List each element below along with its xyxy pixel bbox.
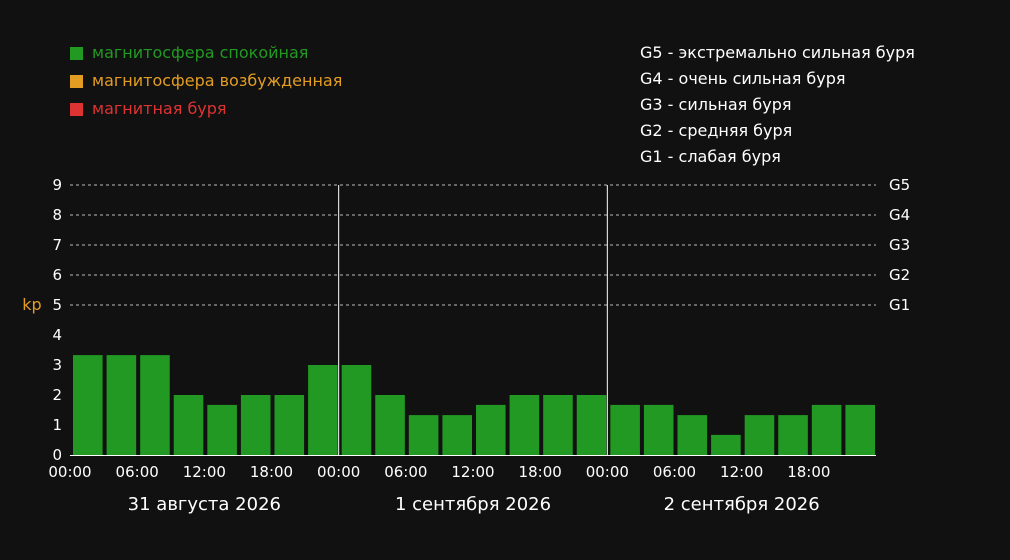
storm-scale-item: G3 - сильная буря [640, 95, 791, 114]
legend: магнитосфера спокойная магнитосфера возбу… [70, 43, 342, 118]
bar [711, 434, 741, 455]
y-tick-label: 1 [52, 416, 62, 434]
x-tick-label: 12:00 [183, 463, 226, 481]
g-level-label: G1 [889, 296, 910, 314]
g-level-label: G2 [889, 266, 910, 284]
x-tick-label: 00:00 [48, 463, 91, 481]
x-tick-label: 00:00 [586, 463, 629, 481]
axis-labels: 0 1 2 3 4 5 6 7 8 9 kp 00:00 06:00 12:00 18:00 00:00 06:… [22, 176, 830, 515]
bar [811, 404, 842, 455]
x-tick-label: 12:00 [720, 463, 763, 481]
y-tick-label: 0 [52, 446, 62, 464]
y-tick-label: 7 [52, 236, 62, 254]
bar [240, 395, 271, 455]
bar [140, 355, 170, 455]
bar [509, 395, 540, 455]
bars [73, 355, 875, 455]
x-tick-label: 12:00 [451, 463, 494, 481]
x-tick-label: 18:00 [250, 463, 293, 481]
bar [610, 404, 640, 455]
legend-swatch [70, 47, 83, 60]
legend-label: магнитная буря [92, 99, 227, 118]
legend-swatch [70, 103, 83, 116]
grid: G1 G2 G3 G4 G5 [70, 176, 910, 455]
bar [375, 395, 405, 455]
storm-scale-item: G5 - экстремально сильная буря [640, 43, 915, 62]
y-axis-label: kp [22, 295, 41, 314]
bar [173, 395, 204, 455]
day-label: 2 сентября 2026 [664, 494, 820, 515]
g-level-label: G5 [889, 176, 910, 194]
storm-scale-item: G4 - очень сильная буря [640, 69, 846, 88]
y-tick-label: 6 [52, 266, 62, 284]
x-tick-label: 06:00 [653, 463, 696, 481]
bar [207, 404, 237, 455]
bar [677, 415, 708, 455]
bar [73, 355, 103, 455]
bar [778, 415, 808, 455]
storm-scale-item: G1 - слабая буря [640, 147, 781, 166]
y-tick-label: 4 [52, 326, 62, 344]
storm-scale-item: G2 - средняя буря [640, 121, 792, 140]
legend-label: магнитосфера возбужденная [92, 71, 342, 90]
bar [576, 395, 607, 455]
bar [643, 404, 674, 455]
bar [845, 404, 875, 455]
x-tick-label: 00:00 [317, 463, 360, 481]
y-tick-label: 5 [52, 296, 62, 314]
day-label: 31 августа 2026 [128, 494, 281, 515]
x-tick-label: 18:00 [787, 463, 830, 481]
legend-swatch [70, 75, 83, 88]
y-tick-label: 2 [52, 386, 62, 404]
bar [308, 365, 338, 455]
x-tick-label: 06:00 [384, 463, 427, 481]
bar [442, 415, 472, 455]
g-level-label: G3 [889, 236, 910, 254]
bar [408, 415, 439, 455]
bar [341, 365, 372, 455]
x-tick-label: 18:00 [519, 463, 562, 481]
storm-scale-legend: G5 - экстремально сильная буря G4 - очень… [640, 43, 915, 166]
y-tick-label: 8 [52, 206, 62, 224]
y-tick-label: 9 [52, 176, 62, 194]
bar [543, 395, 573, 455]
bar [274, 395, 305, 455]
g-level-label: G4 [889, 206, 910, 224]
legend-label: магнитосфера спокойная [92, 43, 308, 62]
bar [476, 404, 506, 455]
day-label: 1 сентября 2026 [395, 494, 551, 515]
bar [106, 355, 137, 455]
y-tick-label: 3 [52, 356, 62, 374]
bar [744, 415, 775, 455]
x-tick-label: 06:00 [116, 463, 159, 481]
